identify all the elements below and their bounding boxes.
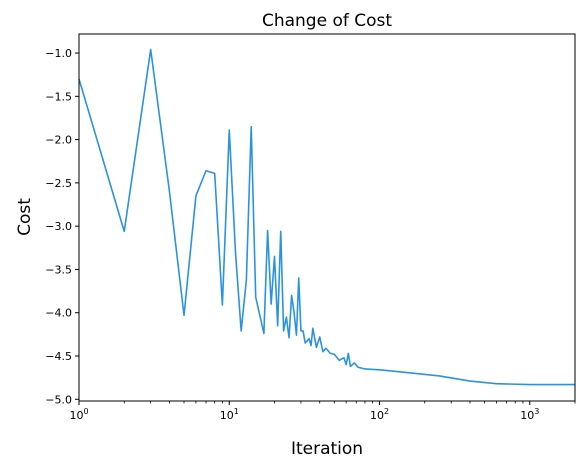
y-tick-label: −5.0 <box>45 393 72 406</box>
y-tick-label: −2.5 <box>45 177 72 190</box>
x-axis-label: Iteration <box>291 439 363 459</box>
x-axis: 100 101 102 103 <box>69 401 576 422</box>
y-tick-label: −3.0 <box>45 220 72 233</box>
y-tick-label: −4.5 <box>45 350 72 363</box>
x-tick-label: 103 <box>520 407 539 422</box>
y-tick-label: −1.0 <box>45 47 72 60</box>
y-tick-label: −4.0 <box>45 307 72 320</box>
x-tick-label: 100 <box>69 407 88 422</box>
chart-title: Change of Cost <box>262 11 392 31</box>
x-tick-label: 102 <box>370 407 389 422</box>
cost-series-line <box>78 48 575 386</box>
y-tick-label: −3.5 <box>45 263 72 276</box>
y-tick-label: −2.0 <box>45 134 72 147</box>
y-axis: −1.0 −1.5 −2.0 −2.5 −3.0 −3.5 −4.0 −4.5 −5.0 <box>45 47 79 406</box>
x-tick-label: 101 <box>220 407 239 422</box>
y-tick-label: −1.5 <box>45 90 72 103</box>
y-axis-label: Cost <box>15 198 35 236</box>
axes-frame <box>78 33 576 402</box>
